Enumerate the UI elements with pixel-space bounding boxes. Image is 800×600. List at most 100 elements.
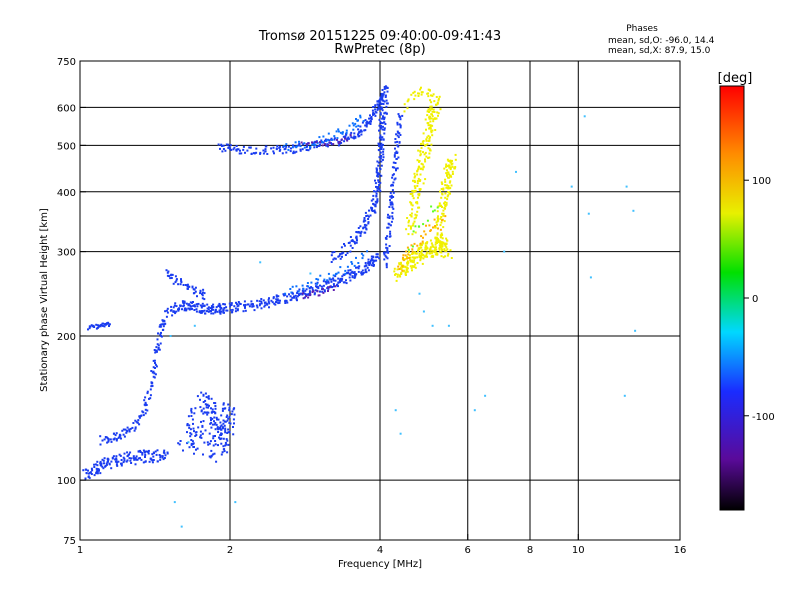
data-point xyxy=(226,309,229,312)
data-point xyxy=(191,285,194,288)
data-point xyxy=(189,432,192,435)
data-point xyxy=(421,240,424,243)
data-point xyxy=(372,198,375,201)
data-point xyxy=(353,137,356,140)
data-point xyxy=(450,257,453,259)
data-point xyxy=(185,309,188,312)
data-point xyxy=(439,234,442,237)
data-point xyxy=(147,451,150,454)
data-point xyxy=(411,256,414,259)
y-axis-label: Stationary phase Virtual Height [km] xyxy=(39,208,50,392)
data-point xyxy=(228,302,231,305)
data-point xyxy=(362,226,365,229)
data-point xyxy=(444,244,447,247)
data-point xyxy=(152,359,155,362)
data-point xyxy=(383,251,385,254)
data-point xyxy=(398,262,401,265)
data-point xyxy=(237,301,240,303)
data-point xyxy=(123,435,126,438)
data-point xyxy=(425,224,427,227)
data-point xyxy=(353,264,356,267)
data-point xyxy=(148,460,151,463)
data-point xyxy=(320,285,323,288)
data-point xyxy=(202,291,204,294)
data-point xyxy=(419,88,422,91)
data-point xyxy=(446,158,449,161)
data-point xyxy=(135,458,138,461)
data-point xyxy=(164,454,167,457)
data-point xyxy=(314,144,317,147)
data-point xyxy=(95,470,98,473)
data-point xyxy=(420,146,423,149)
data-point xyxy=(361,273,364,276)
data-point xyxy=(196,395,199,398)
data-point xyxy=(277,295,280,298)
data-point xyxy=(151,384,154,387)
data-point xyxy=(393,178,396,181)
data-point xyxy=(376,187,379,190)
data-point xyxy=(169,335,172,337)
data-point xyxy=(399,432,402,435)
data-point xyxy=(414,251,417,254)
data-point xyxy=(373,203,375,206)
data-point xyxy=(400,268,403,271)
data-point xyxy=(224,149,227,152)
data-point xyxy=(427,157,430,159)
data-point xyxy=(316,285,318,288)
data-point xyxy=(397,113,400,116)
data-point xyxy=(380,160,383,163)
data-point xyxy=(344,269,347,272)
data-point xyxy=(160,323,163,326)
data-point xyxy=(299,148,302,151)
data-point xyxy=(271,301,274,304)
data-point xyxy=(233,422,235,425)
data-point xyxy=(375,256,378,259)
data-point xyxy=(323,289,326,292)
data-point xyxy=(215,306,218,309)
data-point xyxy=(321,141,324,143)
data-point xyxy=(392,191,395,194)
data-point xyxy=(311,288,314,291)
data-point xyxy=(233,413,236,416)
data-point xyxy=(242,148,245,151)
data-point xyxy=(416,170,419,173)
data-point xyxy=(89,325,92,328)
data-point xyxy=(426,219,429,222)
data-point xyxy=(202,288,205,291)
data-point xyxy=(301,148,304,151)
data-point xyxy=(353,132,356,135)
data-point xyxy=(199,311,202,314)
data-point xyxy=(402,254,405,257)
data-point xyxy=(194,286,197,289)
data-point xyxy=(162,458,165,461)
data-point xyxy=(193,446,195,448)
data-point xyxy=(142,411,145,414)
data-point xyxy=(165,309,168,312)
data-point xyxy=(416,202,419,205)
data-point xyxy=(412,222,415,225)
data-point xyxy=(293,151,296,154)
data-point xyxy=(419,254,422,257)
data-point xyxy=(345,129,348,132)
data-point xyxy=(441,245,444,248)
data-point xyxy=(420,93,423,96)
data-point xyxy=(431,244,434,247)
data-point xyxy=(120,459,123,461)
data-point xyxy=(194,290,197,293)
data-point xyxy=(104,465,107,468)
data-point xyxy=(378,143,380,146)
data-point xyxy=(322,291,325,294)
data-point xyxy=(159,325,162,328)
data-point xyxy=(410,212,413,215)
data-point xyxy=(383,118,386,121)
data-point xyxy=(214,440,217,442)
data-point xyxy=(232,408,235,411)
data-point xyxy=(394,273,397,275)
data-point xyxy=(213,423,216,426)
data-point xyxy=(128,453,130,456)
data-point xyxy=(376,253,379,256)
data-point xyxy=(377,161,380,164)
data-point xyxy=(422,132,425,135)
data-point xyxy=(173,304,176,307)
data-point xyxy=(420,142,422,145)
